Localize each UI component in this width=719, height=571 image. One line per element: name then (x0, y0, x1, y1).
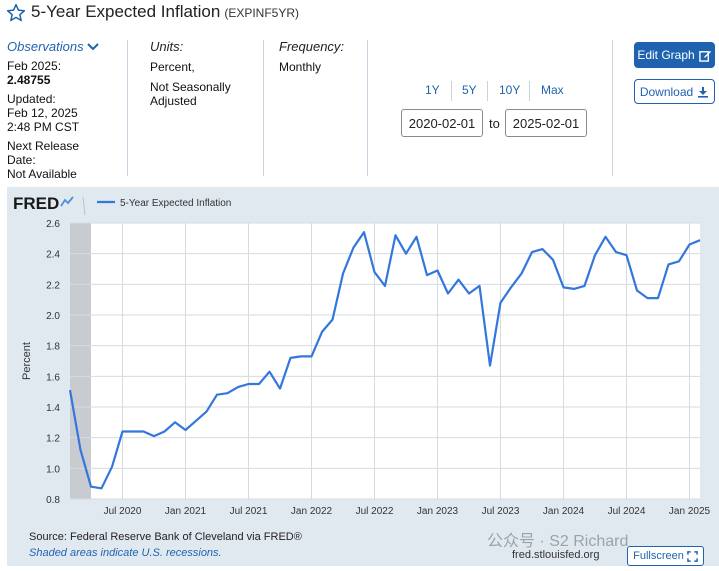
recession-band (70, 223, 91, 499)
observations-panel: Observations Feb 2025: 2.48755 Updated: … (7, 40, 122, 181)
edit-graph-button[interactable]: Edit Graph (634, 42, 715, 68)
fullscreen-icon (687, 550, 698, 562)
download-button[interactable]: Download (634, 79, 715, 104)
next-release-label-2: Date: (7, 153, 36, 167)
divider (367, 40, 368, 176)
x-tick-label: Jul 2021 (230, 506, 268, 517)
y-tick-label: 2.4 (46, 250, 60, 261)
x-tick-label: Jul 2020 (104, 506, 142, 517)
updated-date: Feb 12, 2025 (7, 106, 78, 120)
range-separator (529, 81, 530, 101)
x-tick-label: Jan 2023 (417, 506, 459, 517)
divider (263, 40, 264, 176)
fullscreen-button[interactable]: Fullscreen (627, 546, 704, 566)
frequency-panel: Frequency: Monthly (279, 39, 369, 75)
units-line-1: Percent, (150, 60, 195, 74)
download-label: Download (639, 84, 694, 99)
x-tick-label: Jan 2021 (165, 506, 207, 517)
y-tick-label: 2.6 (46, 219, 60, 230)
source-note: Source: Federal Reserve Bank of Clevelan… (29, 531, 302, 543)
y-tick-label: 1.8 (46, 342, 60, 353)
observation-value: 2.48755 (7, 73, 51, 87)
updated-time: 2:48 PM CST (7, 120, 80, 134)
legend-label: 5-Year Expected Inflation (120, 198, 231, 209)
x-tick-label: Jul 2023 (482, 506, 520, 517)
x-tick-label: Jan 2024 (543, 506, 585, 517)
page-title: 5-Year Expected Inflation (EXPINF5YR) (31, 2, 299, 22)
edit-graph-label: Edit Graph (637, 48, 695, 62)
plot-area (70, 223, 700, 499)
y-tick-label: 2.2 (46, 280, 60, 291)
x-tick-label: Jul 2022 (356, 506, 394, 517)
end-date-input[interactable]: 2025-02-01 (505, 109, 587, 137)
download-icon (698, 86, 709, 98)
range-separator (451, 81, 452, 101)
fred-logo-icon (60, 196, 74, 207)
range-5y-button[interactable]: 5Y (462, 83, 477, 97)
observations-toggle[interactable]: Observations (7, 40, 122, 54)
chevron-down-icon (86, 43, 99, 51)
units-line-2: Not Seasonally (150, 80, 231, 94)
to-label: to (489, 116, 500, 131)
range-separator (487, 81, 488, 101)
y-tick-label: 1.0 (46, 464, 60, 475)
fred-logo: FRED (13, 194, 59, 213)
watermark: 公众号 · S2 Richard (487, 533, 629, 550)
next-release-value: Not Available (7, 167, 77, 181)
page-header: 5-Year Expected Inflation (EXPINF5YR) (0, 0, 719, 30)
y-tick-label: 1.4 (46, 403, 60, 414)
y-tick-label: 1.6 (46, 372, 60, 383)
fullscreen-label: Fullscreen (633, 550, 684, 562)
observation-date: Feb 2025: (7, 59, 62, 73)
next-release-label: Next Release (7, 139, 80, 153)
x-tick-label: Jan 2022 (291, 506, 333, 517)
y-tick-label: 2.0 (46, 311, 60, 322)
x-tick-label: Jul 2024 (608, 506, 646, 517)
fred-url: fred.stlouisfed.org (512, 549, 600, 561)
units-panel: Units: Percent, Not Seasonally Adjusted (150, 39, 260, 109)
divider (127, 40, 128, 176)
chart-panel: 0.8 1.0 1.2 1.4 1.6 1.8 2.0 2.2 2.4 2.6 Jul 2020 Ja… (7, 187, 719, 566)
x-tick-label: Jan 2025 (669, 506, 711, 517)
recession-note[interactable]: Shaded areas indicate U.S. recessions. (29, 547, 222, 559)
logo-divider (82, 196, 86, 216)
start-date-input[interactable]: 2020-02-01 (401, 109, 483, 137)
line-chart: 0.8 1.0 1.2 1.4 1.6 1.8 2.0 2.2 2.4 2.6 Jul 2020 Ja… (13, 194, 711, 517)
range-10y-button[interactable]: 10Y (499, 83, 521, 97)
series-id: (EXPINF5YR) (224, 6, 300, 20)
updated-label: Updated: (7, 92, 56, 106)
range-1y-button[interactable]: 1Y (425, 83, 440, 97)
star-icon[interactable] (6, 3, 26, 23)
frequency-value: Monthly (279, 60, 322, 74)
y-tick-label: 0.8 (46, 495, 60, 506)
range-max-button[interactable]: Max (541, 83, 564, 97)
series-title: 5-Year Expected Inflation (31, 2, 221, 21)
edit-icon (698, 50, 711, 62)
observations-label: Observations (7, 39, 84, 54)
y-tick-label: 1.2 (46, 434, 60, 445)
divider (612, 40, 613, 176)
units-label: Units: (150, 39, 184, 54)
y-axis-label: Percent (21, 342, 33, 380)
frequency-label: Frequency: (279, 39, 345, 54)
units-line-3: Adjusted (150, 94, 197, 108)
series-line (68, 231, 701, 490)
